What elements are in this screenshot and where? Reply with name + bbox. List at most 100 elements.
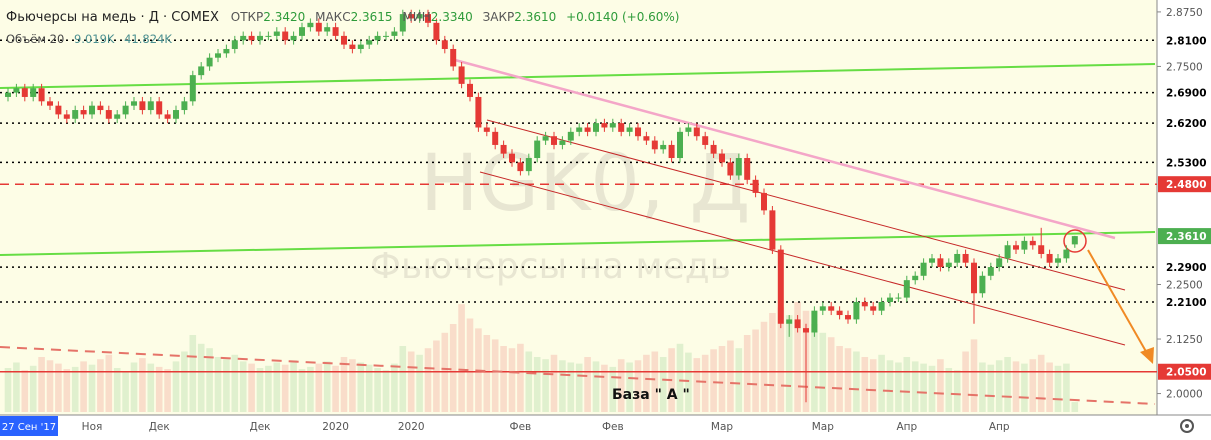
volume-bar (769, 313, 776, 412)
candle-body (349, 44, 356, 49)
candle-body (63, 114, 70, 119)
volume-bar (239, 361, 247, 412)
volume-bar (298, 369, 306, 412)
candle-body (215, 53, 221, 58)
candle-body (416, 14, 423, 19)
candle-body (383, 35, 389, 37)
gear-center[interactable] (1185, 424, 1189, 428)
x-tick-label: Дек (149, 421, 170, 433)
volume-bar (357, 362, 365, 412)
candle-body (593, 123, 599, 132)
volume-bar (970, 339, 978, 412)
volume-bar (399, 346, 407, 412)
candle-body (853, 301, 860, 320)
level-label: 2.2900 (1166, 262, 1207, 274)
candle-body (433, 22, 440, 41)
volume-row: Объём 20 9.019K 41.824K (6, 30, 686, 52)
volume-bar (256, 368, 264, 412)
volume-bar (382, 370, 390, 412)
volume-bar (525, 351, 533, 412)
volume-bar (869, 359, 877, 412)
settings-icon[interactable] (1180, 419, 1194, 433)
volume-bar (4, 368, 12, 412)
candle-body (727, 162, 734, 176)
candle-body (467, 83, 473, 97)
candle-body (408, 14, 415, 19)
volume-bar (164, 369, 171, 412)
candle-body (173, 110, 179, 119)
candle-body (987, 267, 994, 276)
candle-body (735, 158, 742, 176)
ohlc-row: Фьючерсы на медь · Д · COMEX ОТКР2.3420 … (6, 8, 686, 30)
volume-bar (827, 337, 835, 412)
candle-body (903, 280, 910, 298)
volume-bar (424, 348, 432, 412)
x-tick-label: Фев (602, 421, 624, 433)
volume-bar (365, 364, 373, 412)
candle-body (1063, 249, 1070, 259)
volume-bar (533, 357, 541, 412)
candle-body (441, 40, 448, 49)
volume-bar (735, 348, 743, 412)
level-label-box (1158, 84, 1211, 101)
level-label: 2.8100 (1166, 35, 1207, 47)
candle-body (803, 328, 809, 333)
volume-bar (617, 359, 625, 412)
level-label-box (1158, 32, 1211, 49)
volume-bar (1063, 363, 1070, 412)
y-tick-label: 2.2500 (1166, 280, 1203, 292)
candle-body (861, 301, 868, 307)
volume-bar (752, 329, 759, 412)
candle-body (651, 140, 658, 150)
volume-bar (307, 366, 314, 412)
candle-body (223, 48, 230, 54)
volume-bar (332, 365, 339, 412)
candle-body (97, 105, 104, 111)
candle-body (399, 14, 406, 32)
y-tick-label: 2.8750 (1166, 7, 1203, 19)
open-label: ОТКР (230, 10, 264, 24)
annotation: База " А " (612, 387, 690, 403)
candle-body (702, 136, 709, 145)
volume-bar (1012, 361, 1020, 412)
volume-bar (1054, 365, 1062, 412)
trend-line (0, 231, 1156, 256)
volume-bar (987, 364, 995, 412)
candles-layer (5, 9, 1078, 403)
volume-bar (1037, 354, 1045, 412)
candle-body (341, 35, 347, 45)
volume-bar (449, 324, 457, 412)
volume-bar (139, 358, 146, 412)
candle-body (458, 66, 465, 84)
volume-bar (811, 324, 818, 412)
volume-bar (584, 357, 591, 412)
candle-body (752, 179, 759, 193)
gear[interactable] (1180, 419, 1194, 433)
candle-body (525, 158, 532, 172)
volume-bar (1071, 402, 1079, 412)
candle-body (1038, 245, 1045, 254)
candle-body (282, 31, 289, 41)
candle-body (769, 210, 776, 250)
candle-body (324, 27, 331, 32)
highlight-circle (1063, 229, 1087, 253)
candle-body (105, 110, 112, 119)
volume-bar (483, 335, 491, 412)
candle-body (643, 136, 650, 141)
high-value: 2.3615 (350, 10, 393, 24)
candle-body (870, 306, 877, 311)
candle-body (576, 127, 583, 132)
level-label-box (1158, 259, 1211, 276)
volume-bar (374, 368, 381, 412)
candle-body (551, 136, 557, 145)
candle-body (668, 144, 675, 159)
arrow-head (1140, 347, 1154, 364)
volume-bar (794, 302, 801, 412)
candle-body (845, 315, 851, 320)
candle-body (30, 88, 37, 97)
candle-body (1013, 245, 1019, 250)
level-label: 2.4800 (1166, 179, 1207, 191)
volume-bar (920, 363, 927, 412)
volume-layer (4, 302, 1079, 412)
